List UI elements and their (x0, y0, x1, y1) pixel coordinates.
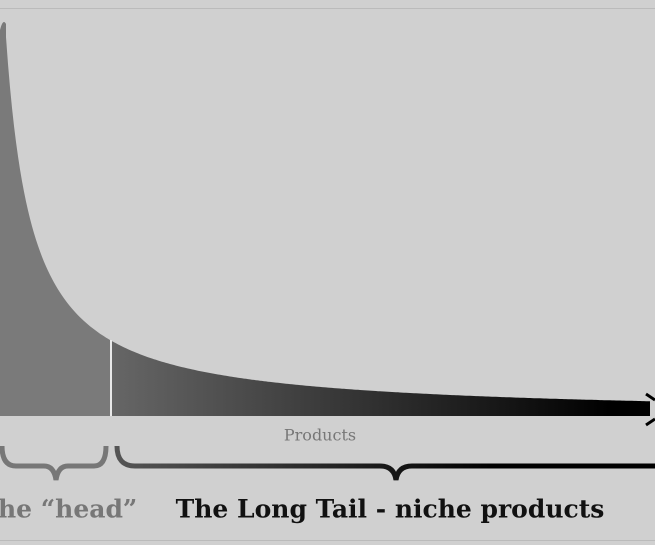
tail-label: The Long Tail - niche products (176, 495, 605, 524)
axis-label: Products (284, 426, 356, 445)
head-area (0, 22, 112, 416)
tail-area (112, 341, 650, 416)
head-label: he “head” (0, 495, 137, 524)
tail-brace (114, 445, 655, 481)
head-brace (0, 445, 109, 481)
arrow-head (645, 392, 655, 427)
